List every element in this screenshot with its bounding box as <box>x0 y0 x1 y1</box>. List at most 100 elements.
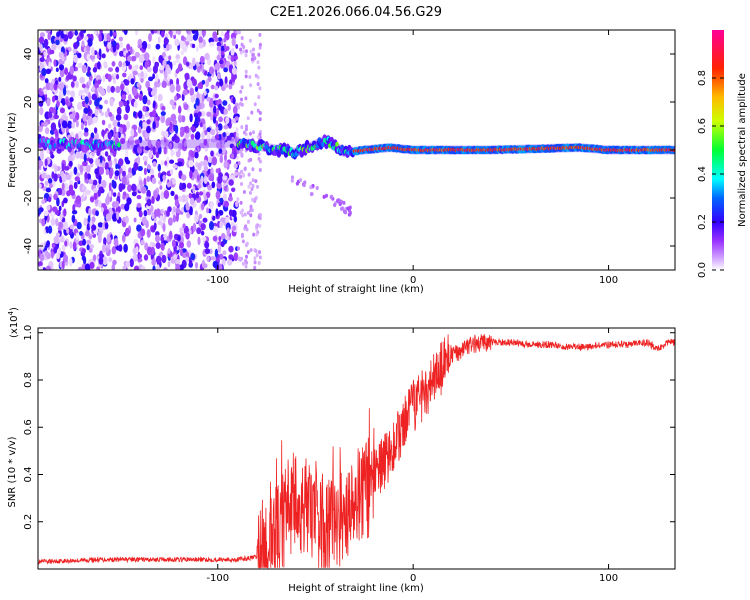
spectrogram-noise-cell <box>104 151 109 157</box>
spectrogram-noise-cell <box>81 185 87 192</box>
spectrogram-noise-cell <box>217 37 223 42</box>
spectrogram-noise-cell <box>217 98 222 106</box>
spectrogram-noise-cell <box>200 100 204 110</box>
spectrogram-noise-cell <box>85 189 91 195</box>
colorbar-tick-label: 0.6 <box>697 118 708 134</box>
spectrogram-noise-cell <box>72 241 77 251</box>
spectrogram-noise-cell <box>124 203 130 212</box>
colorbar-tick-label: 0.4 <box>697 166 708 182</box>
spectrogram-noise-cell <box>104 162 109 171</box>
spectrogram-noise-cell <box>112 259 117 266</box>
spectrogram-noise-cell <box>81 248 87 254</box>
spectrogram-noise-cell <box>85 114 89 121</box>
spectrogram-noise-cell <box>132 247 137 255</box>
spectrogram-noise-cell <box>108 159 113 168</box>
spectrogram-noise-cell <box>204 52 210 61</box>
spectrogram-noise-cell <box>146 246 153 256</box>
spectrogram-noise-cell <box>137 126 142 134</box>
spectrogram-noise-cell <box>249 83 253 88</box>
spectrogram-noise-cell <box>118 158 124 167</box>
spectrogram-noise-cell <box>174 124 179 134</box>
spectrogram-noise-cell <box>101 53 106 59</box>
spectrogram-noise-cell <box>177 93 181 99</box>
spectrogram-noise-cell <box>214 85 219 91</box>
spectrogram-noise-cell <box>244 264 248 269</box>
spectrogram-noise-cell <box>88 178 94 185</box>
spectrogram-noise-cell <box>227 258 233 266</box>
spectrogram-noise-cell <box>245 241 249 246</box>
spectrogram-noise-cell <box>185 256 190 262</box>
spectrogram-noise-cell <box>121 94 127 101</box>
spectrogram-noise-cell <box>113 238 119 247</box>
spectrogram-noise-cell <box>72 47 77 54</box>
spectrogram-noise-cell <box>209 201 214 210</box>
spectrogram-noise-cell <box>143 72 148 79</box>
spectrogram-noise-cell <box>209 221 214 231</box>
spectrogram-noise-cell <box>239 47 243 52</box>
spectrogram-noise-cell <box>174 95 178 102</box>
spectrogram-noise-cell <box>45 68 52 75</box>
spectrogram-noise-cell <box>113 151 117 158</box>
spectrogram-noise-cell <box>243 130 246 135</box>
spectrogram-noise-cell <box>38 36 45 44</box>
spectrogram-noise-cell <box>239 200 243 205</box>
spectrogram-noise-cell <box>169 159 175 164</box>
snr-x-tick-label: -100 <box>206 573 229 584</box>
spectrogram-noise-cell <box>139 65 144 71</box>
spectrogram-noise-cell <box>56 165 61 172</box>
spectrogram-noise-cell <box>108 189 112 198</box>
spectrogram-noise-cell <box>167 217 173 226</box>
spectrogram-noise-cell <box>140 239 145 246</box>
spectrogram-noise-cell <box>178 63 183 72</box>
spectrogram-noise-cell <box>208 175 214 182</box>
spectrogram-noise-cell <box>89 244 95 249</box>
spectrogram-noise-cell <box>214 37 219 42</box>
spectrogram-noise-cell <box>132 70 138 76</box>
spectrogram-noise-cell <box>248 75 252 79</box>
spectrogram-noise-cell <box>227 54 232 60</box>
spectrogram-noise-cell <box>97 79 101 85</box>
spectrogram-noise-cell <box>39 32 46 38</box>
spectrogram-noise-cell <box>234 171 238 177</box>
spectrogram-noise-cell <box>219 155 224 164</box>
spectrogram-noise-cell <box>249 181 253 186</box>
spectrogram-noise-cell <box>63 120 68 129</box>
spectrogram-noise-cell <box>162 174 166 181</box>
spectrogram-noise-cell <box>228 245 234 253</box>
spectrogram-noise-cell <box>172 30 177 36</box>
spectrogram-noise-cell <box>114 200 120 208</box>
spectrogram-noise-cell <box>244 127 248 132</box>
spectrogram-noise-cell <box>98 33 102 42</box>
spectrogram-noise-cell <box>210 84 215 90</box>
spectrogram-noise-cell <box>244 53 248 58</box>
spectrogram-noise-cell <box>113 78 116 84</box>
spectrogram-noise-cell <box>152 258 157 266</box>
spectrogram-trail-cell <box>348 212 352 216</box>
spectrogram-noise-cell <box>97 222 103 228</box>
spectrogram-noise-cell <box>93 30 98 35</box>
spectrogram-noise-cell <box>184 133 189 140</box>
spectrogram-trail-cell <box>333 203 337 207</box>
spectrogram-noise-cell <box>203 175 208 184</box>
spectrogram-noise-cell <box>246 219 250 224</box>
spectrogram-noise-cell <box>195 46 199 52</box>
spectrogram-noise-cell <box>191 43 196 49</box>
spectrogram-noise-cell <box>133 162 139 171</box>
spectrogram-noise-cell <box>163 146 167 155</box>
svg-text:0.4: 0.4 <box>697 166 708 182</box>
spectrogram-noise-cell <box>174 38 180 47</box>
spectrogram-noise-cell <box>181 182 187 190</box>
spectrogram-noise-cell <box>254 179 258 184</box>
spectrogram-noise-cell <box>172 206 176 213</box>
spectrogram-noise-cell <box>75 195 82 204</box>
spectrogram-noise-cell <box>109 30 113 37</box>
spectrogram-noise-cell <box>227 196 233 202</box>
spectrogram-noise-cell <box>155 208 161 217</box>
spectrogram-noise-cell <box>201 79 206 85</box>
spectrogram-noise-cell <box>241 261 245 266</box>
spectrogram-noise-cell <box>223 124 229 130</box>
spectrogram-noise-cell <box>253 197 257 202</box>
spectrogram-noise-cell <box>152 146 156 154</box>
spectrogram-noise-cell <box>240 182 243 186</box>
spectrogram-noise-cell <box>218 116 224 123</box>
